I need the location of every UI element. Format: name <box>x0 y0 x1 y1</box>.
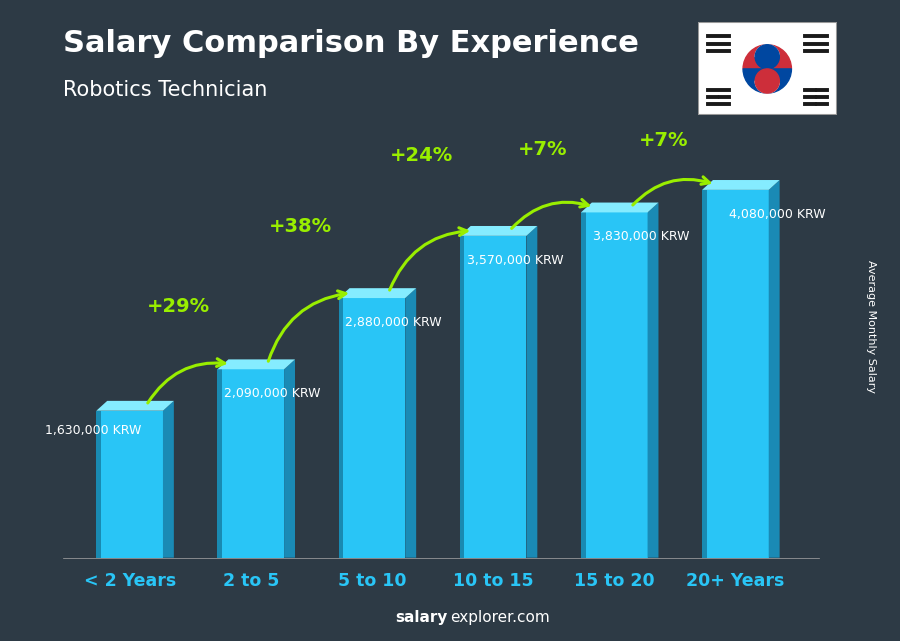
Bar <box>580 212 648 558</box>
Text: 3,830,000 KRW: 3,830,000 KRW <box>593 230 689 244</box>
Polygon shape <box>163 401 174 558</box>
Wedge shape <box>755 45 779 57</box>
Polygon shape <box>338 288 416 298</box>
Polygon shape <box>96 401 174 411</box>
Text: salary: salary <box>395 610 447 625</box>
Polygon shape <box>648 203 659 558</box>
Bar <box>460 236 526 558</box>
Polygon shape <box>218 360 295 369</box>
Text: 2,880,000 KRW: 2,880,000 KRW <box>346 316 442 329</box>
Text: 1,630,000 KRW: 1,630,000 KRW <box>45 424 141 437</box>
Text: Robotics Technician: Robotics Technician <box>63 80 267 100</box>
Text: Average Monthly Salary: Average Monthly Salary <box>866 260 877 394</box>
Polygon shape <box>580 203 659 212</box>
Polygon shape <box>526 226 537 558</box>
Bar <box>702 190 769 558</box>
Bar <box>218 369 284 558</box>
Polygon shape <box>284 360 295 558</box>
Text: explorer.com: explorer.com <box>450 610 550 625</box>
Polygon shape <box>769 180 779 558</box>
Polygon shape <box>460 226 537 236</box>
Text: +7%: +7% <box>639 131 688 150</box>
Text: +24%: +24% <box>390 146 453 165</box>
Bar <box>96 411 101 558</box>
Wedge shape <box>743 69 791 93</box>
Polygon shape <box>702 180 779 190</box>
Text: 4,080,000 KRW: 4,080,000 KRW <box>730 208 826 221</box>
Bar <box>96 411 163 558</box>
Wedge shape <box>755 81 779 93</box>
Bar <box>218 369 222 558</box>
Text: +29%: +29% <box>148 297 211 316</box>
Polygon shape <box>405 288 416 558</box>
Circle shape <box>755 69 779 93</box>
Bar <box>338 298 405 558</box>
Bar <box>338 298 343 558</box>
Text: +38%: +38% <box>268 217 331 236</box>
Text: 2,090,000 KRW: 2,090,000 KRW <box>224 387 320 400</box>
Circle shape <box>755 45 779 69</box>
Bar <box>580 212 586 558</box>
Bar <box>460 236 464 558</box>
Text: 3,570,000 KRW: 3,570,000 KRW <box>466 254 563 267</box>
Wedge shape <box>743 45 791 69</box>
Text: +7%: +7% <box>518 140 567 159</box>
Bar <box>702 190 706 558</box>
Text: Salary Comparison By Experience: Salary Comparison By Experience <box>63 29 639 58</box>
